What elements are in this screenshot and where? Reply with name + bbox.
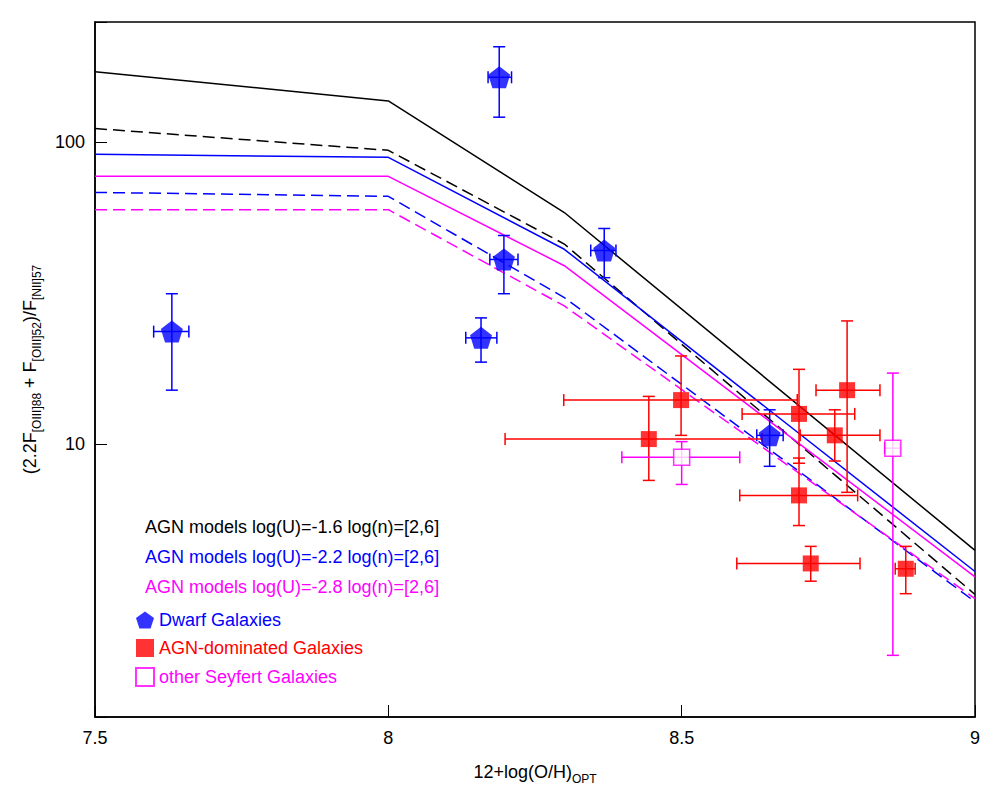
- svg-text:AGN models log(U)=-1.6 log(n)=: AGN models log(U)=-1.6 log(n)=[2,6]: [145, 517, 439, 537]
- svg-text:8: 8: [383, 728, 393, 748]
- svg-text:7.5: 7.5: [82, 728, 107, 748]
- svg-text:OPT: OPT: [572, 772, 597, 786]
- svg-text:AGN-dominated Galaxies: AGN-dominated Galaxies: [159, 638, 363, 658]
- svg-text:[NII]57: [NII]57: [30, 264, 44, 300]
- svg-text:(2.2F: (2.2F: [20, 432, 40, 474]
- svg-text:12+log(O/H): 12+log(O/H): [473, 762, 572, 782]
- svg-text:[OIII]52: [OIII]52: [30, 322, 44, 362]
- svg-text:other Seyfert Galaxies: other Seyfert Galaxies: [159, 667, 337, 687]
- svg-text:8.5: 8.5: [669, 728, 694, 748]
- svg-text:Dwarf Galaxies: Dwarf Galaxies: [159, 610, 281, 630]
- svg-text:9: 9: [970, 728, 980, 748]
- svg-text:10: 10: [65, 434, 85, 454]
- svg-text:AGN models log(U)=-2.8 log(n)=: AGN models log(U)=-2.8 log(n)=[2,6]: [145, 577, 439, 597]
- svg-text:AGN models log(U)=-2.2 log(n)=: AGN models log(U)=-2.2 log(n)=[2,6]: [145, 547, 439, 567]
- svg-text:+ F: + F: [20, 361, 40, 393]
- svg-text:)/F: )/F: [20, 300, 40, 322]
- svg-text:100: 100: [55, 132, 85, 152]
- svg-text:[OIII]88: [OIII]88: [30, 393, 44, 433]
